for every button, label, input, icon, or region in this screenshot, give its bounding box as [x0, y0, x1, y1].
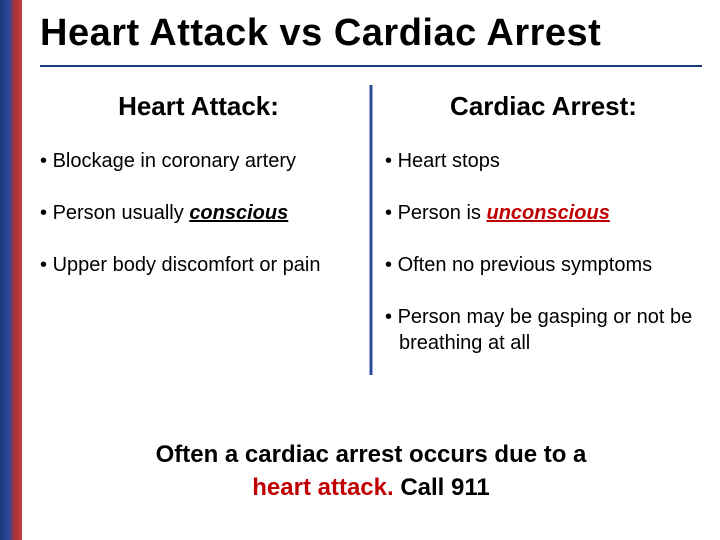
left-bullet-1: Blockage in coronary artery: [40, 148, 357, 174]
right-bullet-1: Heart stops: [385, 148, 702, 174]
column-divider: [370, 85, 373, 375]
right-column: Cardiac Arrest: Heart stops Person is un…: [371, 91, 702, 382]
right-bullet-3: Often no previous symptoms: [385, 252, 702, 278]
left-bullet-2: Person usually conscious: [40, 200, 357, 226]
footer-callout: Often a cardiac arrest occurs due to a h…: [22, 439, 720, 504]
footer-line2a: heart attack.: [252, 474, 393, 501]
footer-line1: Often a cardiac arrest occurs due to a: [156, 441, 587, 468]
right-header: Cardiac Arrest:: [385, 91, 702, 122]
footer-line2b: Call 911: [394, 474, 490, 501]
main-title: Heart Attack vs Cardiac Arrest: [40, 12, 702, 67]
left-bullet-2-em: conscious: [189, 202, 288, 224]
right-bullet-2-em: unconscious: [487, 202, 610, 224]
left-header: Heart Attack:: [40, 91, 357, 122]
slide-content: Heart Attack vs Cardiac Arrest Heart Att…: [22, 0, 720, 540]
left-bullet-3: Upper body discomfort or pain: [40, 252, 357, 278]
left-bullet-2-pre: Person usually: [53, 202, 190, 224]
comparison-columns: Heart Attack: Blockage in coronary arter…: [40, 91, 702, 382]
right-bullet-2: Person is unconscious: [385, 200, 702, 226]
right-bullet-2-pre: Person is: [398, 202, 487, 224]
right-bullet-4: Person may be gasping or not be breathin…: [385, 304, 702, 356]
left-column: Heart Attack: Blockage in coronary arter…: [40, 91, 371, 382]
left-gradient-bar: [0, 0, 22, 540]
